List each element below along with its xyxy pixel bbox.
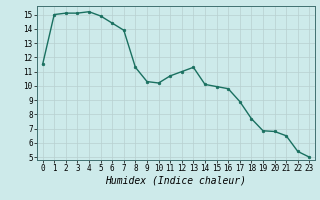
X-axis label: Humidex (Indice chaleur): Humidex (Indice chaleur) — [106, 176, 246, 186]
